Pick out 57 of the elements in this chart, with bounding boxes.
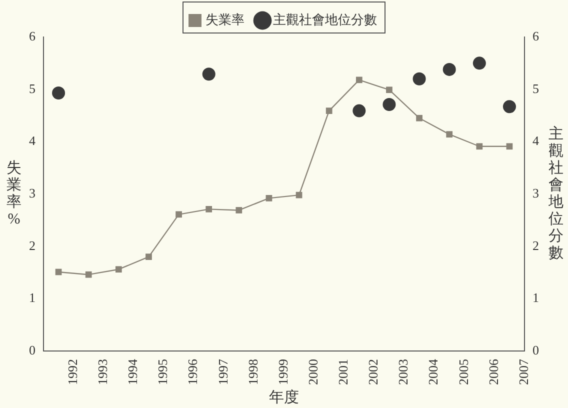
point (472, 56, 486, 70)
y2-tick-label: 6 (532, 28, 540, 44)
point (115, 266, 122, 273)
y2-tick-label: 2 (532, 238, 539, 253)
y-tick-label: 0 (29, 342, 36, 358)
y2-tick-label: 5 (532, 80, 539, 96)
point (416, 114, 422, 122)
point (442, 62, 456, 76)
x-tick-label: 1995 (155, 359, 170, 385)
x-tick-label: 1994 (125, 358, 140, 385)
x-tick-label: 2007 (516, 358, 531, 385)
point (202, 68, 216, 81)
y-tick-label: 1 (29, 290, 36, 306)
y2-tick-label: 3 (532, 185, 539, 200)
y2-axis-title: 主觀社會地位分數 (548, 125, 564, 262)
y2-tick-label: 1 (532, 290, 539, 306)
point (382, 98, 396, 112)
point (146, 254, 152, 260)
x-axis-title: 年度 (269, 389, 299, 406)
y2-tick-label: 0 (532, 342, 539, 358)
x-tick-label: 2000 (305, 359, 320, 385)
point (52, 86, 66, 100)
x-tick-label: 2005 (456, 359, 471, 385)
x-tick-label: 2002 (366, 359, 381, 385)
x-tick-label: 1997 (215, 358, 230, 385)
point (326, 108, 332, 114)
point (266, 195, 272, 202)
legend-label: 失業率 (206, 12, 244, 27)
y-tick-label: 6 (29, 28, 36, 44)
y-tick-label: 3 (29, 185, 36, 200)
point (412, 72, 426, 86)
y-axis-title: 失業率% (6, 159, 22, 228)
y-tick-label: 4 (29, 133, 36, 148)
legend-label: 主觀社會地位分數 (273, 12, 377, 27)
point (176, 211, 182, 218)
point (502, 100, 516, 114)
point (386, 86, 392, 94)
point (206, 206, 212, 212)
y-tick-label: 2 (29, 238, 36, 253)
point (85, 271, 92, 278)
x-tick-label: 2004 (426, 358, 441, 385)
x-tick-label: 1999 (275, 359, 290, 385)
point (352, 104, 366, 118)
x-tick-label: 2001 (336, 359, 351, 385)
x-tick-label: 2006 (486, 358, 501, 385)
x-tick-label: 2003 (396, 359, 411, 385)
point (506, 143, 513, 150)
x-tick-label: 1993 (95, 359, 110, 385)
point (236, 207, 242, 214)
x-tick-label: 1992 (64, 359, 80, 385)
x-tick-label: 1996 (185, 358, 200, 385)
y-tick-label: 5 (29, 80, 36, 96)
point (446, 131, 453, 138)
point (476, 143, 483, 150)
point (356, 76, 362, 84)
y2-tick-label: 4 (532, 133, 540, 148)
x-tick-label: 1998 (245, 359, 260, 385)
